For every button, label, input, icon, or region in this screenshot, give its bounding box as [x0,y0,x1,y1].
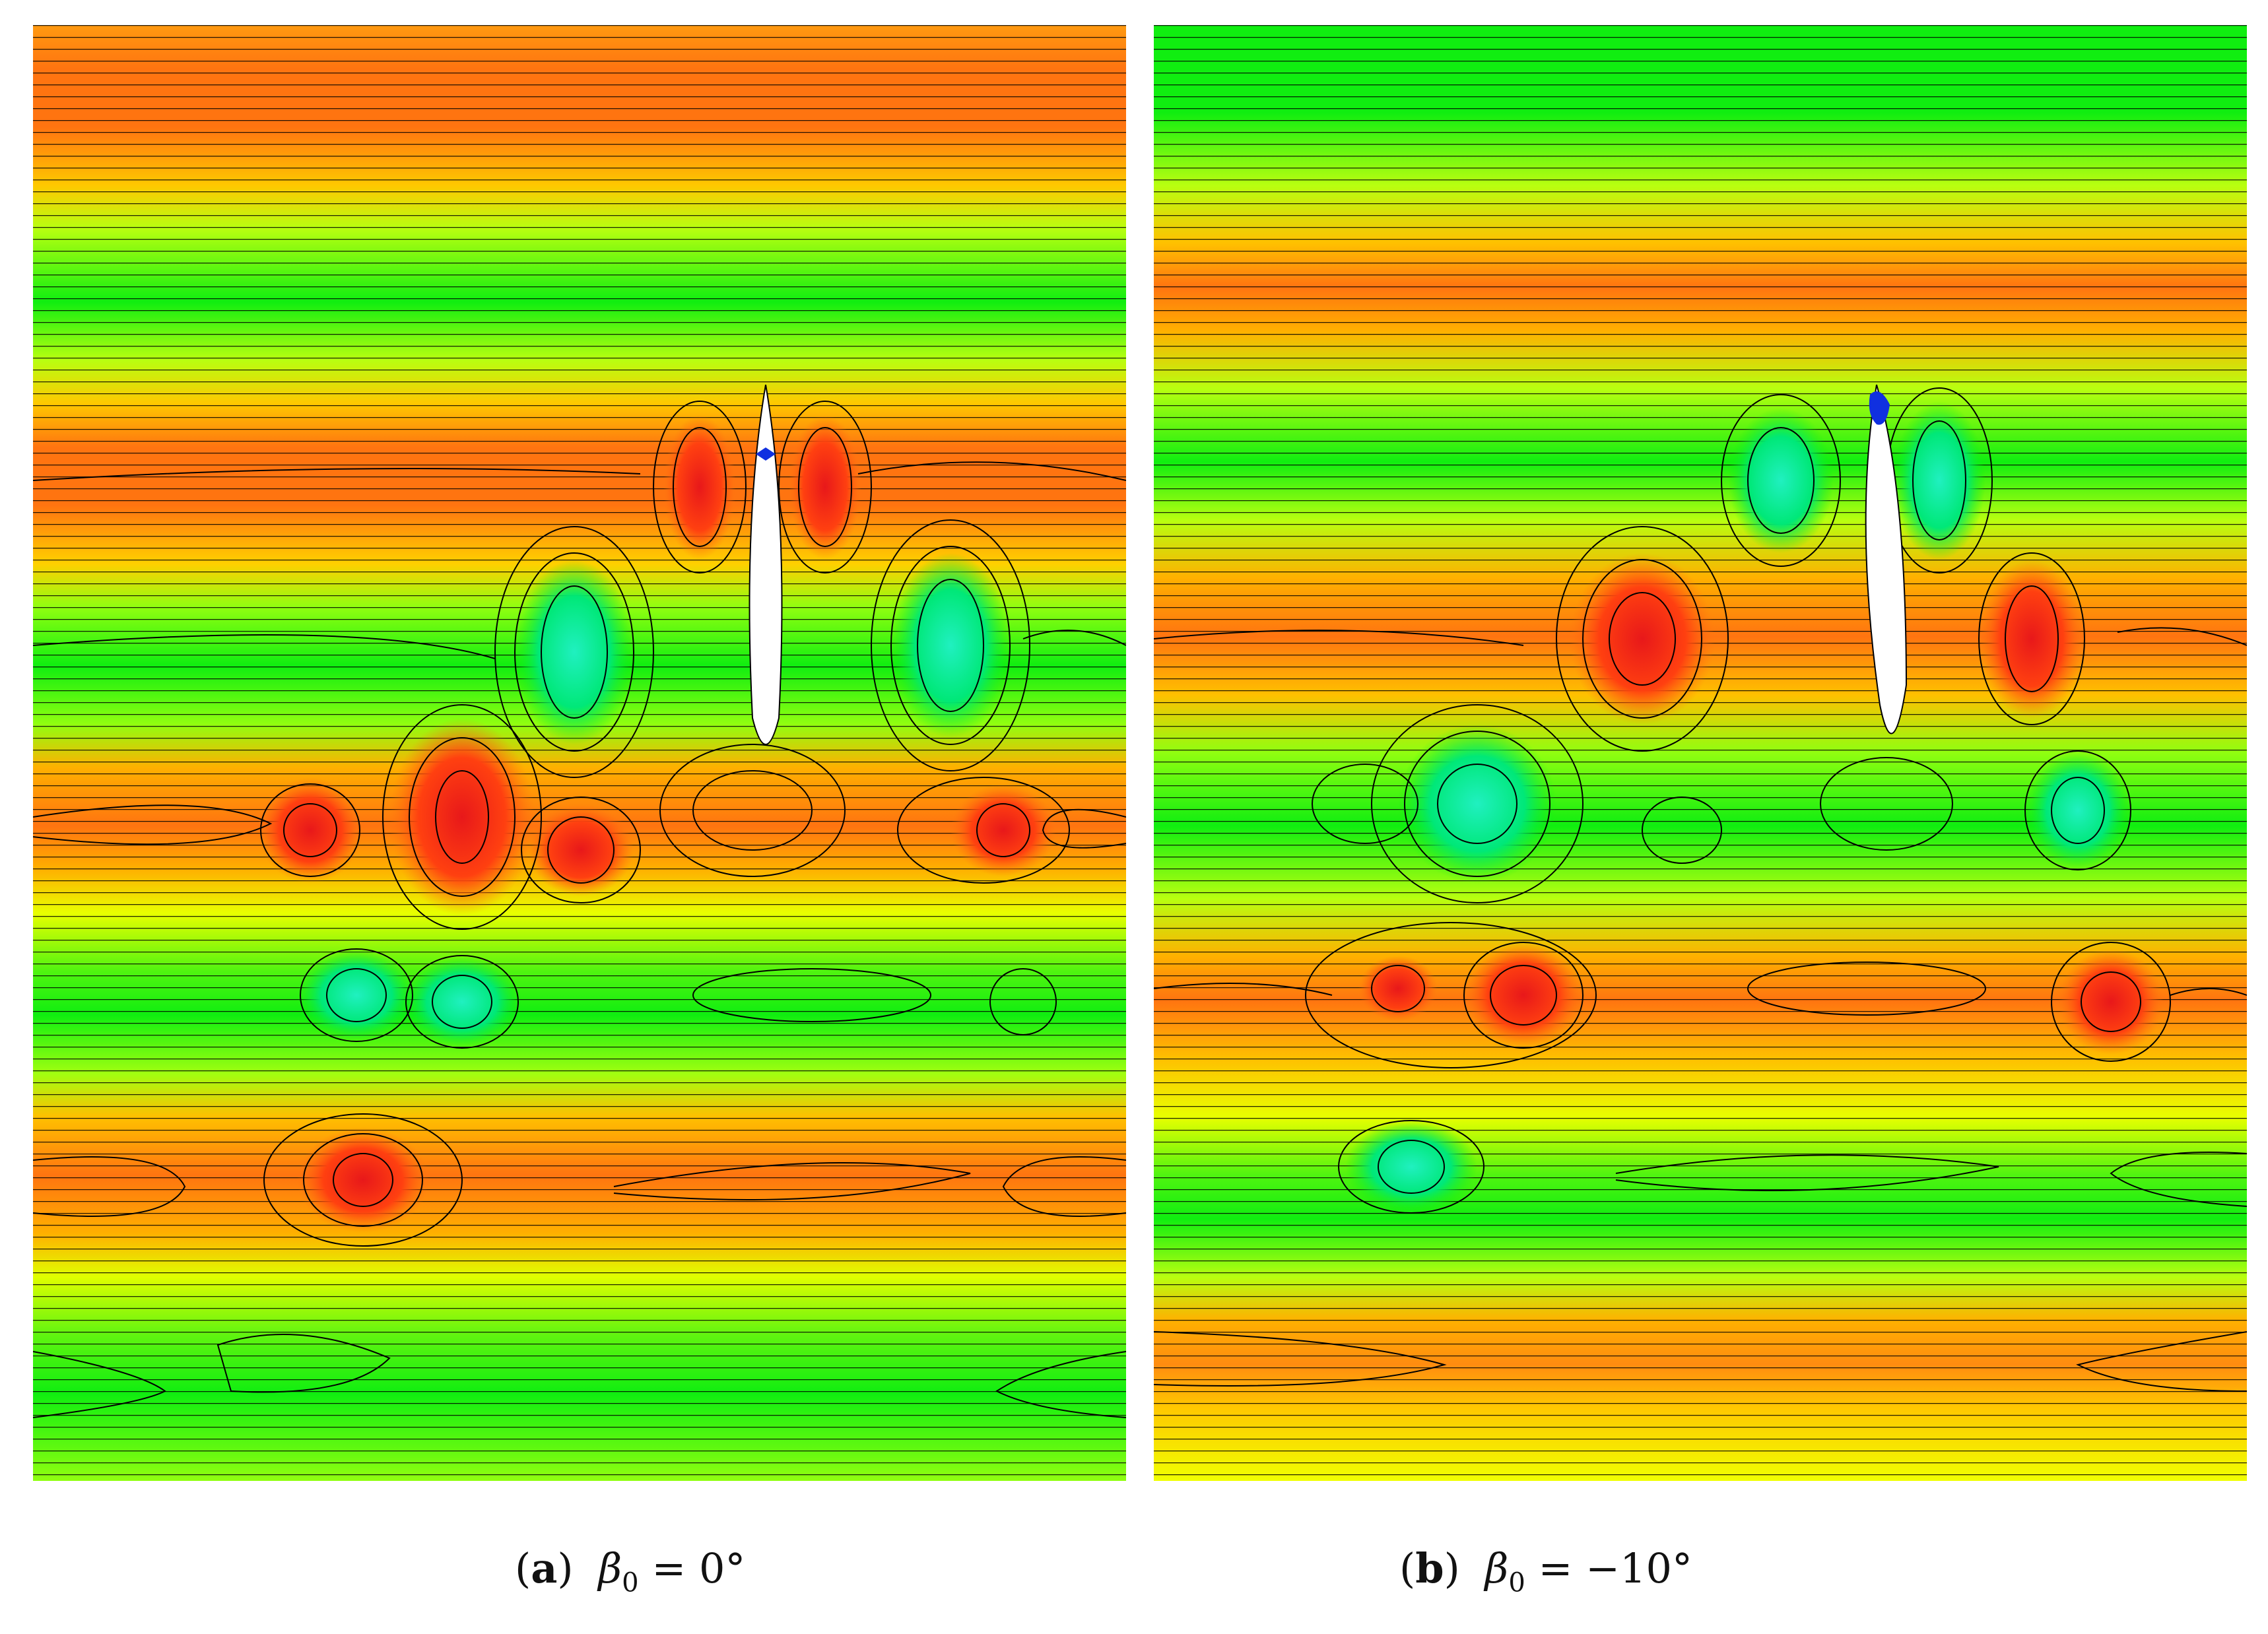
blade-body [749,384,783,745]
contour-field-a [33,25,1126,1481]
caption-subscript: 0 [622,1567,639,1598]
caption-value: = −10° [1525,1544,1692,1592]
vortex-hot [2058,949,2164,1055]
vortex-cold [891,553,1010,738]
vortex-hot [389,718,535,916]
contour-field-b [1154,25,2247,1481]
vortex-cold [1398,725,1556,883]
caption-formula: β0 = 0° [598,1544,746,1598]
caption-close-paren: ) [1444,1544,1460,1592]
vortex-hot [663,414,736,560]
caption-b: (b) β0 = −10° [1399,1544,1692,1598]
vortex-hot [789,414,861,560]
caption-a: (a) β0 = 0° [515,1544,746,1598]
vortex-cold [2025,751,2131,870]
vortex-hot [257,777,363,883]
vortex-cold [403,956,521,1048]
vortex-cold [1893,401,1985,560]
vortex-contours [33,401,1126,1418]
vortex-contours [1154,387,2247,1392]
caption-symbol: β [598,1544,622,1592]
caption-label: b [1415,1544,1444,1592]
contour-plot-b [1154,25,2247,1481]
caption-subscript: 0 [1508,1567,1525,1598]
contour-plot-a [33,25,1126,1481]
caption-formula: β0 = −10° [1484,1544,1692,1598]
vortex-hot [297,1127,429,1233]
vortex-hot [528,804,634,896]
blade-body [1865,384,1908,735]
caption-open-paren: ( [1399,1544,1416,1592]
caption-symbol: β [1484,1544,1509,1592]
vortex-hot [951,784,1056,876]
vortex-hot [1464,942,1583,1048]
vortex-hot [1570,553,1715,725]
caption-value: = 0° [638,1544,746,1592]
vortex-hot [1358,956,1438,1022]
leading-edge-marker [756,447,776,461]
vortex-cold [1345,1121,1477,1213]
caption-close-paren: ) [557,1544,574,1592]
caption-open-paren: ( [515,1544,531,1592]
vortex-hot [1979,560,2085,718]
caption-label: a [531,1544,558,1592]
vortex-cold [515,560,634,744]
vortex-cold [1728,408,1834,553]
contour-lines [33,25,1126,1481]
vortex-cold [297,949,416,1041]
leading-edge-marker [1869,391,1890,425]
